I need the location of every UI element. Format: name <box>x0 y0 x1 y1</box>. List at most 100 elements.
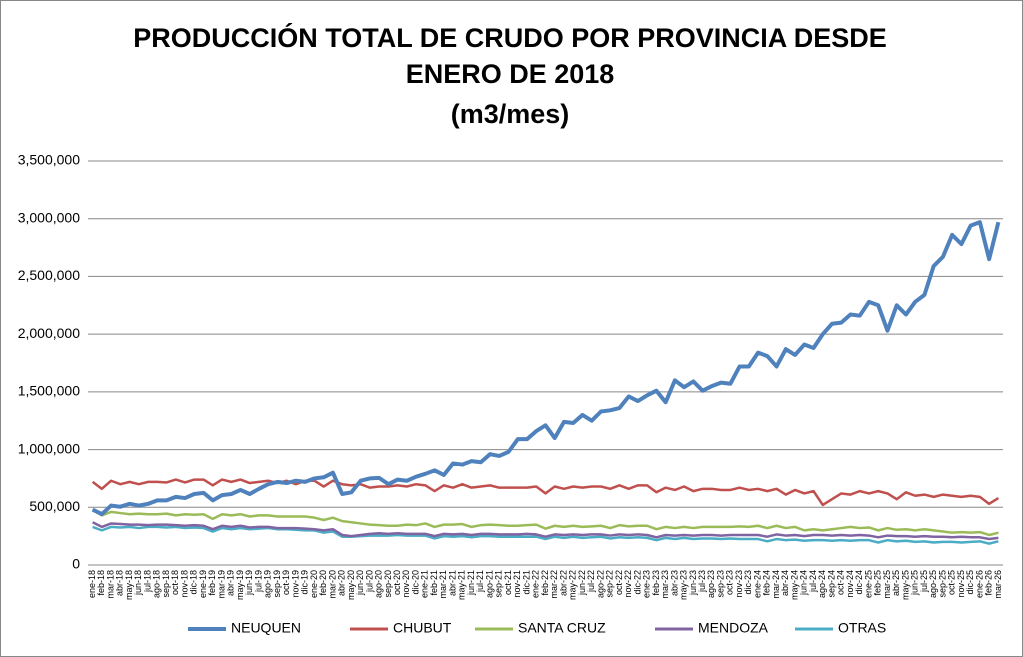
x-tick-label: mar-18 <box>105 570 115 599</box>
x-tick-label: sep-19 <box>272 570 282 598</box>
x-tick-label: jun-24 <box>799 570 809 596</box>
x-tick-label: feb-22 <box>540 570 550 596</box>
x-tick-label: nov-23 <box>734 570 744 598</box>
x-tick-label: may-22 <box>568 570 578 600</box>
x-tick-label: mar-26 <box>993 570 1003 599</box>
x-tick-label: sep-20 <box>383 570 393 598</box>
x-tick-label: ago-18 <box>152 570 162 598</box>
x-tick-label: dic-25 <box>965 570 975 595</box>
y-tick-label: 1,000,000 <box>18 440 80 456</box>
x-tick-label: ene-21 <box>420 570 430 598</box>
x-tick-label: jul-20 <box>364 570 374 593</box>
x-tick-label: jun-21 <box>466 570 476 596</box>
legend-label: OTRAS <box>838 620 886 636</box>
x-tick-label: mar-25 <box>882 570 892 599</box>
x-tick-label: may-20 <box>346 570 356 600</box>
x-tick-label: abr-22 <box>558 570 568 596</box>
series-line <box>91 508 999 537</box>
x-tick-label: feb-18 <box>96 570 106 596</box>
x-tick-label: jun-19 <box>244 570 254 596</box>
x-tick-label: ene-23 <box>642 570 652 598</box>
x-tick-label: feb-21 <box>429 570 439 596</box>
x-tick-label: ene-22 <box>531 570 541 598</box>
x-tick-label: ago-25 <box>928 570 938 598</box>
x-tick-label: jul-22 <box>586 570 596 593</box>
y-tick-label: 2,500,000 <box>18 267 80 283</box>
x-tick-label: abr-25 <box>891 570 901 596</box>
x-tick-label: oct-18 <box>170 570 180 595</box>
chart-title: (m3/mes) <box>451 99 570 129</box>
x-tick-label: nov-19 <box>290 570 300 598</box>
x-tick-label: ene-24 <box>752 570 762 598</box>
x-tick-label: abr-18 <box>115 570 125 596</box>
x-tick-label: abr-19 <box>226 570 236 596</box>
x-tick-label: ago-19 <box>263 570 273 598</box>
x-tick-label: dic-19 <box>300 570 310 595</box>
y-tick-label: 3,500,000 <box>18 152 80 168</box>
x-tick-label: jun-25 <box>910 570 920 596</box>
x-tick-label: oct-21 <box>503 570 513 595</box>
y-tick-label: 3,000,000 <box>18 209 80 225</box>
legend-label: NEUQUEN <box>231 620 301 636</box>
x-tick-label: ene-25 <box>863 570 873 598</box>
x-tick-label: nov-20 <box>401 570 411 598</box>
x-tick-label: ago-24 <box>817 570 827 598</box>
x-tick-label: sep-23 <box>715 570 725 598</box>
x-tick-label: jul-18 <box>142 570 152 593</box>
x-tick-label: dic-23 <box>743 570 753 595</box>
x-tick-label: may-18 <box>124 570 134 600</box>
x-tick-label: mar-22 <box>549 570 559 599</box>
legend-label: SANTA CRUZ <box>518 620 606 636</box>
x-tick-label: abr-20 <box>337 570 347 596</box>
x-tick-label: jun-18 <box>133 570 143 596</box>
x-tick-label: nov-18 <box>179 570 189 598</box>
x-tick-label: nov-25 <box>956 570 966 598</box>
chart-title: ENERO DE 2018 <box>406 59 615 89</box>
x-tick-label: oct-23 <box>725 570 735 595</box>
x-tick-label: ago-20 <box>374 570 384 598</box>
x-tick-label: feb-24 <box>762 570 772 596</box>
x-tick-label: feb-19 <box>207 570 217 596</box>
x-tick-label: dic-24 <box>854 570 864 595</box>
series-line <box>92 521 999 541</box>
x-tick-label: sep-24 <box>826 570 836 598</box>
x-tick-label: ene-20 <box>309 570 319 598</box>
x-tick-label: ene-19 <box>198 570 208 598</box>
x-tick-label: mar-20 <box>327 570 337 599</box>
x-tick-label: sep-25 <box>937 570 947 598</box>
x-tick-label: jul-25 <box>919 570 929 593</box>
y-tick-label: 0 <box>72 556 80 572</box>
x-tick-label: may-24 <box>789 570 799 600</box>
series-line <box>91 478 1000 507</box>
x-tick-label: ago-23 <box>706 570 716 598</box>
x-tick-label: mar-23 <box>660 570 670 599</box>
x-tick-label: nov-24 <box>845 570 855 598</box>
x-tick-label: oct-22 <box>614 570 624 595</box>
x-tick-label: may-25 <box>900 570 910 600</box>
x-tick-label: oct-24 <box>836 570 846 595</box>
series-line <box>91 220 1001 517</box>
x-tick-label: ago-22 <box>595 570 605 598</box>
x-tick-label: dic-20 <box>410 570 420 595</box>
x-tick-label: mar-19 <box>216 570 226 599</box>
x-tick-label: mar-24 <box>771 570 781 599</box>
legend-label: CHUBUT <box>393 620 452 636</box>
y-tick-label: 2,000,000 <box>18 325 80 341</box>
x-tick-label: ene-18 <box>87 570 97 598</box>
x-tick-label: dic-22 <box>632 570 642 595</box>
x-tick-label: sep-22 <box>605 570 615 598</box>
x-tick-label: may-19 <box>235 570 245 600</box>
x-tick-label: nov-21 <box>512 570 522 598</box>
x-tick-label: jul-23 <box>697 570 707 593</box>
x-tick-label: mar-21 <box>438 570 448 599</box>
x-tick-label: abr-21 <box>447 570 457 596</box>
x-tick-label: abr-23 <box>669 570 679 596</box>
x-tick-label: jun-23 <box>688 570 698 596</box>
x-tick-label: jul-24 <box>808 570 818 593</box>
x-tick-label: may-23 <box>679 570 689 600</box>
legend-label: MENDOZA <box>698 620 769 636</box>
x-tick-label: oct-25 <box>947 570 957 595</box>
x-tick-label: jun-22 <box>577 570 587 596</box>
